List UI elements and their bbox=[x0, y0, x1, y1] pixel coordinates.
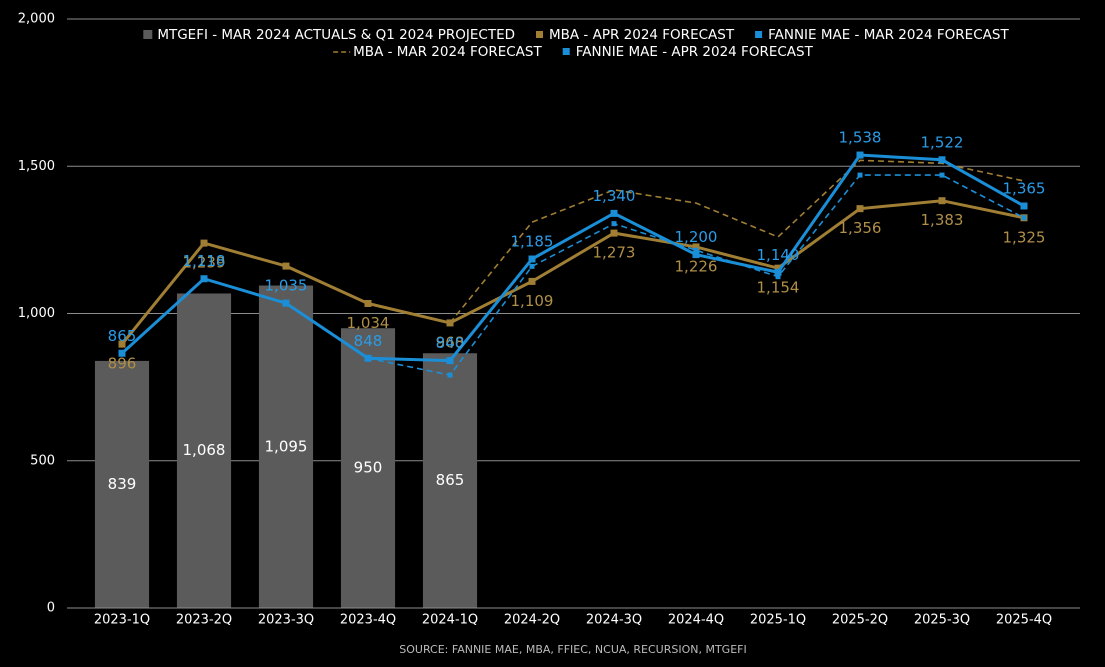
point-value-label: 865 bbox=[108, 327, 137, 345]
legend-swatch bbox=[755, 31, 763, 38]
legend-label: FANNIE MAE - MAR 2024 FORECAST bbox=[768, 27, 1009, 43]
legend-label: MBA - APR 2024 FORECAST bbox=[549, 27, 735, 43]
legend-label: MTGEFI - MAR 2024 ACTUALS & Q1 2024 PROJ… bbox=[157, 27, 515, 43]
point-value-label: 1,200 bbox=[675, 228, 718, 246]
point-value-label: 1,538 bbox=[839, 129, 882, 147]
bar bbox=[422, 353, 478, 608]
y-tick-label: 500 bbox=[30, 453, 55, 468]
point-marker bbox=[610, 209, 618, 217]
point-marker bbox=[1021, 215, 1027, 221]
x-tick-label: 2024-4Q bbox=[668, 613, 724, 628]
point-value-label: 968 bbox=[436, 333, 465, 351]
x-tick-label: 2023-1Q bbox=[94, 613, 150, 628]
point-value-label: 1,273 bbox=[593, 244, 636, 262]
point-value-label: 1,226 bbox=[675, 257, 718, 275]
point-value-label: 840 bbox=[436, 334, 465, 352]
point-value-label: 1,185 bbox=[511, 233, 554, 251]
x-tick-label: 2024-2Q bbox=[504, 613, 560, 628]
bar-value-label: 1,095 bbox=[265, 437, 308, 455]
bar-value-label: 865 bbox=[436, 471, 465, 489]
point-marker bbox=[856, 151, 864, 159]
point-marker bbox=[774, 268, 782, 276]
point-marker bbox=[1020, 202, 1028, 210]
point-marker bbox=[282, 262, 290, 270]
point-marker bbox=[528, 277, 536, 285]
point-value-label: 1,035 bbox=[265, 277, 308, 295]
x-tick-label: 2025-1Q bbox=[750, 613, 806, 628]
point-marker bbox=[364, 299, 372, 307]
bar bbox=[340, 328, 396, 608]
x-tick-label: 2025-2Q bbox=[832, 613, 888, 628]
point-marker bbox=[856, 205, 864, 213]
point-value-label: 1,154 bbox=[757, 279, 800, 297]
point-marker bbox=[938, 197, 946, 205]
point-marker bbox=[692, 251, 700, 259]
point-value-label: 1,383 bbox=[921, 211, 964, 229]
point-marker bbox=[775, 274, 781, 280]
point-marker bbox=[693, 247, 699, 253]
y-tick-label: 1,000 bbox=[18, 306, 55, 321]
point-marker bbox=[611, 221, 617, 227]
bar bbox=[176, 293, 232, 608]
point-value-label: 1,522 bbox=[921, 133, 964, 151]
point-marker bbox=[528, 255, 536, 263]
x-tick-label: 2024-3Q bbox=[586, 613, 642, 628]
point-marker bbox=[200, 275, 208, 283]
point-value-label: 1,118 bbox=[183, 252, 226, 270]
point-marker bbox=[364, 354, 372, 362]
point-marker bbox=[857, 172, 863, 178]
legend-swatch bbox=[143, 30, 153, 39]
series-line bbox=[449, 159, 1025, 324]
series-line bbox=[120, 153, 1025, 363]
y-tick-label: 1,500 bbox=[18, 159, 55, 174]
point-value-label: 896 bbox=[108, 355, 137, 373]
x-tick-label: 2024-1Q bbox=[422, 613, 478, 628]
legend-swatch bbox=[562, 48, 570, 55]
point-value-label: 1,365 bbox=[1003, 180, 1046, 198]
point-marker bbox=[938, 156, 946, 164]
point-marker bbox=[529, 263, 535, 269]
bar-value-label: 1,068 bbox=[183, 441, 226, 459]
x-tick-label: 2025-3Q bbox=[914, 613, 970, 628]
point-marker bbox=[118, 340, 126, 348]
legend-label: FANNIE MAE - APR 2024 FORECAST bbox=[576, 44, 814, 60]
y-tick-label: 2,000 bbox=[18, 12, 55, 27]
source-note: SOURCE: FANNIE MAE, MBA, FFIEC, NCUA, RE… bbox=[399, 643, 746, 656]
point-value-label: 1,239 bbox=[183, 254, 226, 272]
y-tick-label: 0 bbox=[47, 601, 55, 616]
point-marker bbox=[692, 243, 700, 251]
point-value-label: 1,356 bbox=[839, 219, 882, 237]
point-value-label: 1,034 bbox=[347, 314, 390, 332]
point-marker bbox=[939, 172, 945, 178]
x-tick-label: 2023-3Q bbox=[258, 613, 314, 628]
point-marker bbox=[200, 239, 208, 247]
point-marker bbox=[610, 229, 618, 237]
x-tick-label: 2023-4Q bbox=[340, 613, 396, 628]
bar-value-label: 950 bbox=[354, 459, 383, 477]
bar bbox=[94, 360, 150, 608]
point-value-label: 1,325 bbox=[1003, 228, 1046, 246]
series-line bbox=[120, 199, 1025, 346]
x-tick-label: 2023-2Q bbox=[176, 613, 232, 628]
point-marker bbox=[446, 357, 454, 365]
bar-value-label: 839 bbox=[108, 475, 137, 493]
point-marker bbox=[447, 372, 453, 378]
x-tick-label: 2025-4Q bbox=[996, 613, 1052, 628]
point-value-label: 1,109 bbox=[511, 292, 554, 310]
point-marker bbox=[282, 299, 290, 307]
bar bbox=[258, 285, 314, 608]
point-value-label: 848 bbox=[354, 332, 383, 350]
legend-swatch bbox=[536, 31, 543, 38]
point-marker bbox=[118, 349, 126, 357]
point-value-label: 1,340 bbox=[593, 187, 636, 205]
legend-label: MBA - MAR 2024 FORECAST bbox=[353, 44, 542, 60]
point-value-label: 1,140 bbox=[757, 246, 800, 264]
point-marker bbox=[774, 264, 782, 272]
